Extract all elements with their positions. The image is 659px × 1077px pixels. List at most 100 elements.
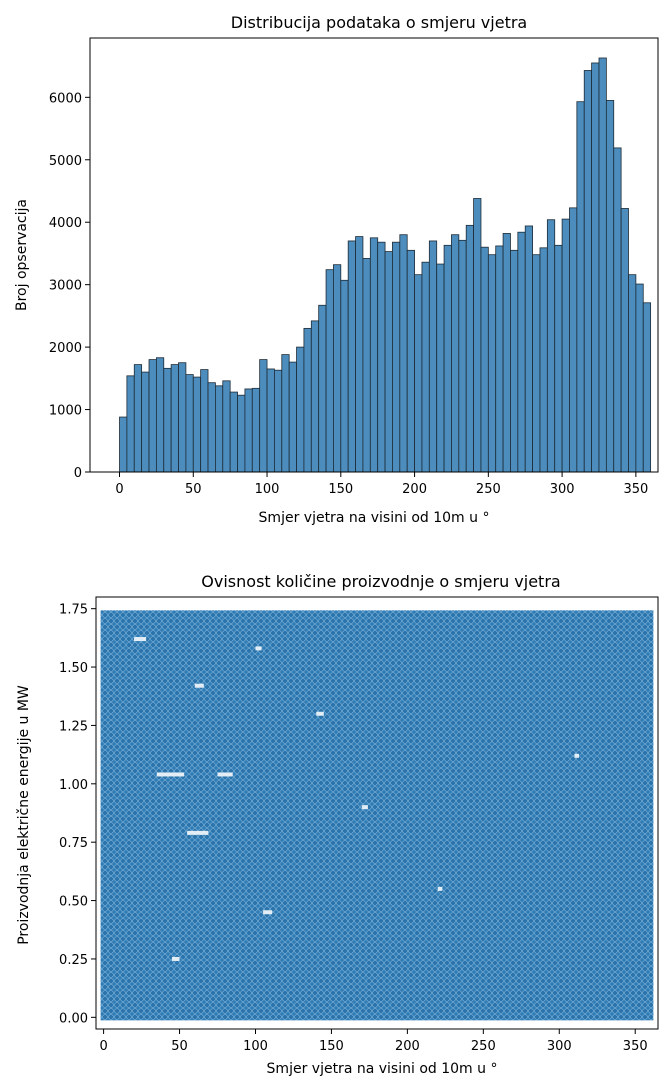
- histogram-bar: [288, 361, 297, 473]
- scatter-gap: [255, 646, 262, 651]
- histogram-bar: [185, 374, 194, 473]
- histogram-y-tick-label: 5000: [49, 154, 82, 169]
- histogram-bar: [141, 371, 150, 473]
- histogram-bar: [119, 416, 128, 473]
- scatter-gaps: [133, 637, 580, 961]
- histogram-bar: [465, 224, 474, 473]
- histogram-bar: [303, 327, 312, 473]
- scatter-chart: Ovisnost količine proizvodnje o smjeru v…: [16, 572, 659, 1077]
- scatter-gap: [263, 910, 273, 915]
- scatter-x-tick-label: 100: [243, 1039, 268, 1054]
- scatter-y-ticks: 0.00 0.25 0.50 0.75 1.00 1.25 1.50 1.75: [59, 603, 96, 1026]
- histogram-x-tick-label: 150: [328, 482, 353, 497]
- scatter-x-ticks: 0 50 100 150 200 250 300 350: [99, 1029, 648, 1054]
- histogram-bar: [635, 283, 644, 473]
- histogram-x-tick-label: 350: [623, 482, 648, 497]
- histogram-bar: [517, 231, 526, 473]
- histogram-bar: [642, 302, 652, 473]
- scatter-gap: [217, 772, 233, 777]
- histogram-y-axis-label: Broj opservacija: [14, 199, 30, 311]
- histogram-bar: [591, 62, 600, 473]
- histogram-bar: [480, 246, 489, 473]
- histogram-bar: [539, 247, 548, 473]
- scatter-y-tick-label: 1.50: [59, 661, 88, 676]
- histogram-bar: [274, 369, 283, 473]
- histogram-bar: [583, 70, 593, 473]
- histogram-y-tick-label: 2000: [49, 341, 82, 356]
- scatter-points-cloud: [100, 610, 654, 1021]
- histogram-bar: [384, 251, 393, 473]
- histogram-bar: [296, 346, 305, 473]
- histogram-y-tick-label: 3000: [49, 279, 82, 294]
- scatter-y-tick-label: 0.50: [59, 895, 88, 910]
- histogram-bar: [281, 354, 290, 473]
- histogram-bar: [510, 249, 519, 473]
- histogram-bar: [222, 380, 231, 473]
- scatter-gap: [316, 711, 324, 716]
- scatter-gap: [133, 637, 147, 642]
- histogram-bar: [502, 233, 511, 473]
- histogram-bar: [576, 101, 585, 473]
- histogram-y-tick-label: 6000: [49, 91, 82, 106]
- histogram-bar: [237, 394, 246, 473]
- histogram-bar: [399, 234, 408, 473]
- histogram-bar: [259, 359, 268, 473]
- scatter-axes-frame: [95, 596, 659, 1030]
- histogram-bar: [333, 264, 342, 473]
- scatter-gap: [171, 956, 180, 961]
- scatter-gap: [156, 772, 185, 777]
- scatter-x-tick-label: 150: [319, 1039, 344, 1054]
- histogram-x-tick-label: 50: [185, 482, 202, 497]
- histogram-bar: [458, 239, 467, 473]
- histogram-bar: [487, 254, 497, 473]
- histogram-bar: [443, 244, 452, 473]
- scatter-y-tick-label: 1.00: [59, 778, 88, 793]
- histogram-bar: [192, 376, 202, 473]
- histogram-chart: Distribucija podataka o smjeru vjetra 0 5…: [14, 13, 659, 526]
- histogram-bar: [561, 218, 570, 473]
- histogram-bar: [613, 147, 622, 473]
- histogram-bar: [554, 244, 563, 473]
- histogram-bar: [200, 369, 209, 473]
- histogram-bar: [215, 385, 224, 473]
- histogram-bar: [251, 387, 261, 473]
- histogram-bar: [546, 219, 556, 473]
- histogram-bar: [524, 225, 533, 473]
- histogram-bar: [229, 391, 238, 473]
- histogram-bar: [133, 364, 143, 473]
- histogram-x-tick-label: 300: [550, 482, 575, 497]
- histogram-bar: [605, 100, 615, 473]
- histogram-bar: [266, 368, 275, 473]
- histogram-bar: [163, 367, 172, 473]
- histogram-bar: [318, 304, 327, 473]
- scatter-gap: [194, 683, 204, 688]
- histogram-bar: [628, 274, 637, 473]
- histogram-x-ticks: 0 50 100 150 200 250 300 350: [115, 472, 648, 497]
- histogram-y-tick-label: 0: [74, 466, 82, 481]
- scatter-y-tick-label: 0.00: [59, 1011, 88, 1026]
- scatter-title: Ovisnost količine proizvodnje o smjeru v…: [201, 572, 560, 591]
- histogram-x-tick-label: 0: [115, 482, 123, 497]
- histogram-bar: [569, 207, 578, 473]
- histogram-bar: [377, 241, 386, 473]
- histogram-bar: [170, 364, 179, 473]
- scatter-gap: [361, 805, 368, 810]
- histogram-bar: [451, 234, 460, 473]
- histogram-bar: [340, 279, 349, 473]
- histogram-bar: [532, 254, 541, 473]
- histogram-bar: [362, 258, 371, 473]
- histogram-bar: [207, 382, 216, 473]
- histogram-bar: [428, 240, 438, 473]
- histogram-bar: [369, 237, 379, 473]
- scatter-x-tick-label: 0: [99, 1039, 107, 1054]
- histogram-bar: [178, 362, 187, 473]
- histogram-y-ticks: 0 1000 2000 3000 4000 5000 6000: [49, 91, 90, 481]
- scatter-x-axis-label: Smjer vjetra na visini od 10m u °: [267, 1061, 498, 1077]
- histogram-axes-frame: [89, 37, 659, 473]
- histogram-bar: [155, 357, 165, 473]
- histogram-title: Distribucija podataka o smjeru vjetra: [231, 13, 527, 32]
- scatter-x-tick-label: 250: [471, 1039, 496, 1054]
- scatter-y-tick-label: 0.25: [59, 953, 88, 968]
- histogram-x-tick-label: 200: [402, 482, 427, 497]
- histogram-bar: [473, 198, 482, 473]
